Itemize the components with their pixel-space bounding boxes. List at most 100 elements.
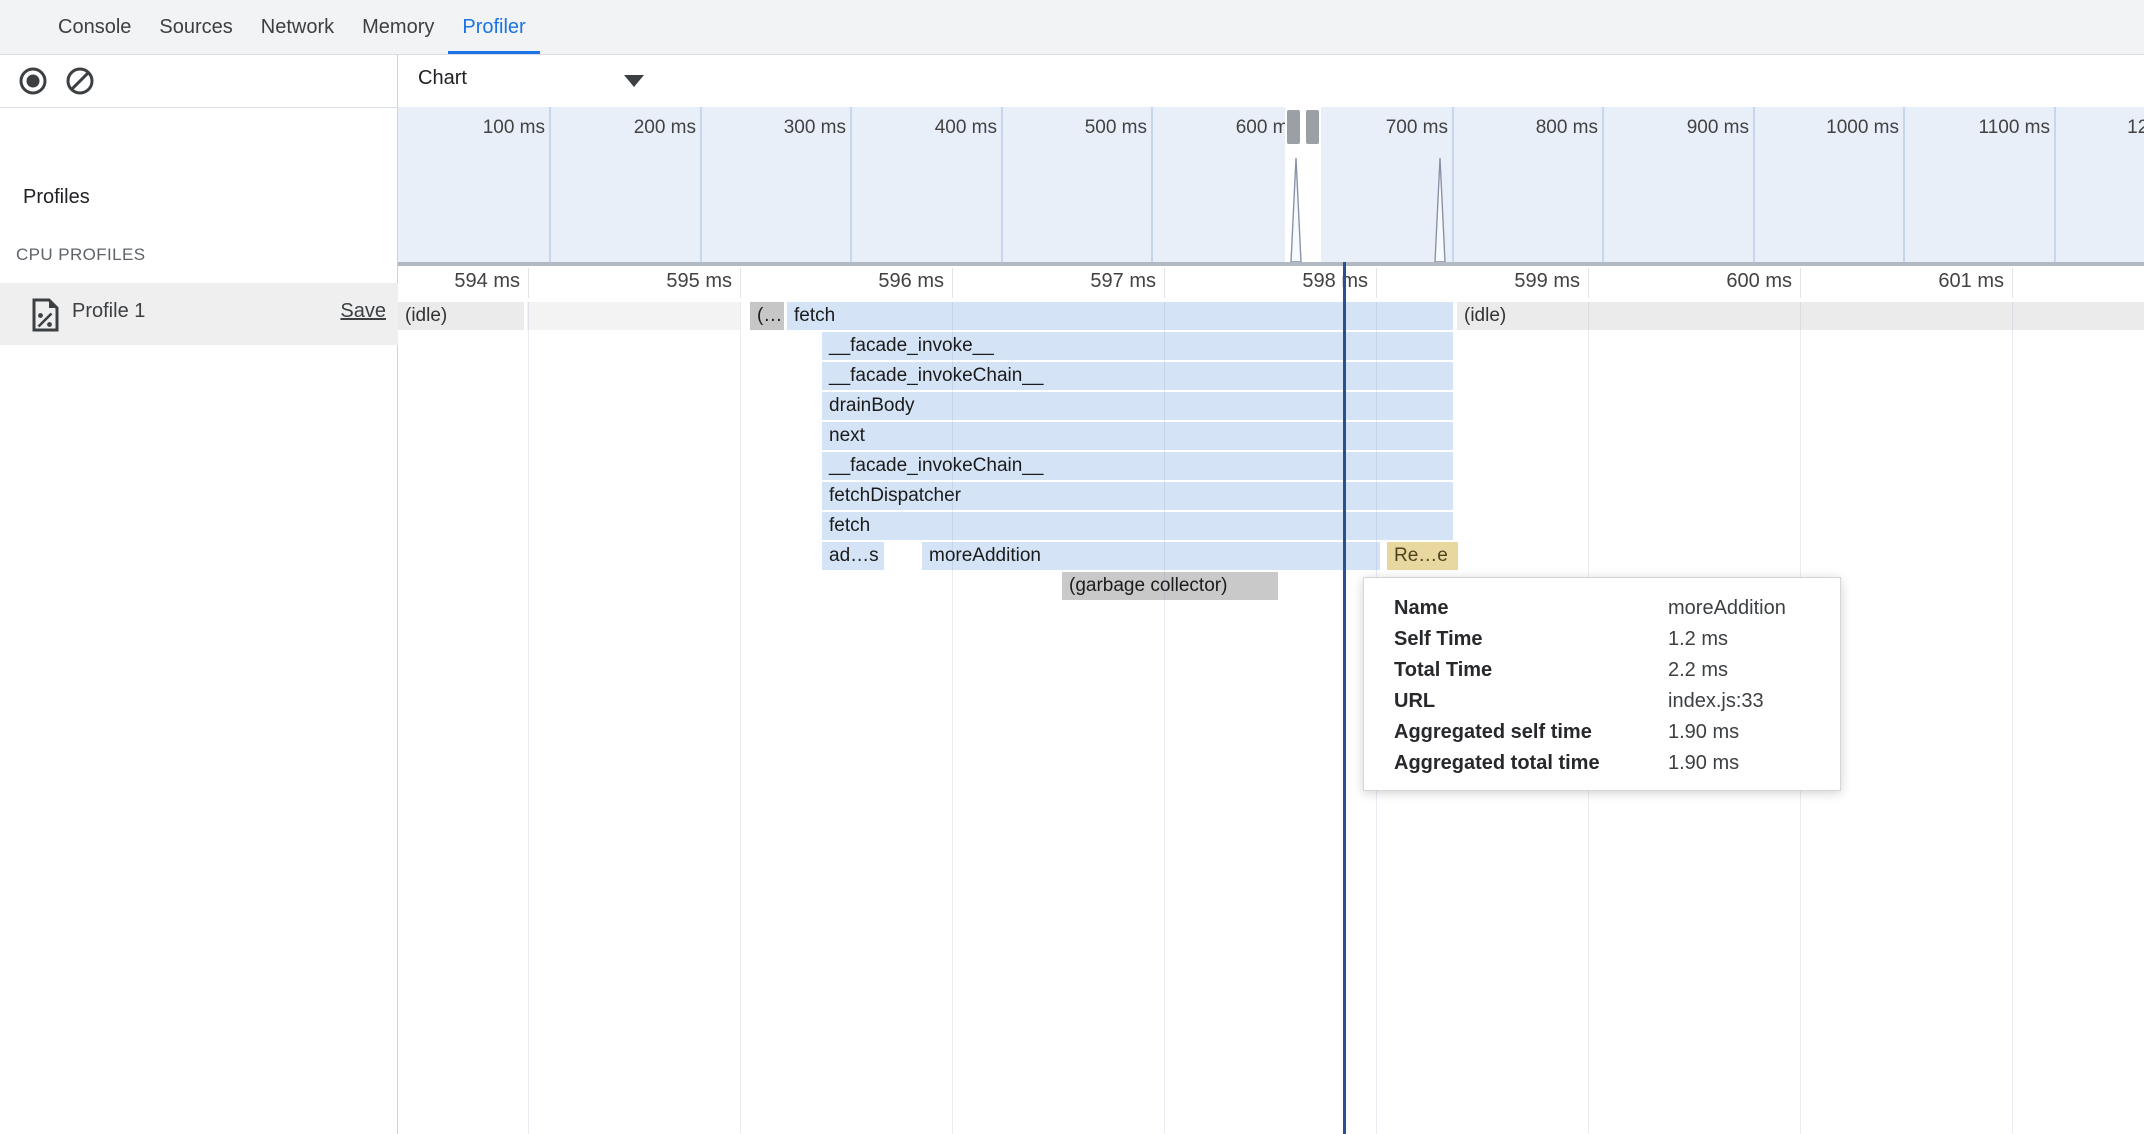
flame-row: fetch: [398, 512, 2144, 540]
overview-gridline: [1903, 107, 1905, 262]
tab-profiler[interactable]: Profiler: [448, 0, 541, 54]
overview-gridline: [1602, 107, 1604, 262]
tooltip-label: Self Time: [1394, 628, 1483, 650]
tooltip-row: Name moreAddition: [1364, 593, 1840, 624]
ruler-tick: [1164, 268, 1165, 298]
view-mode-value: Chart: [418, 67, 467, 89]
ruler-tick: [740, 268, 741, 298]
tooltip-label: URL: [1394, 690, 1436, 712]
flame-bar[interactable]: fetch: [822, 512, 1453, 540]
overview-tick-label: 1200 ms: [2127, 117, 2144, 138]
overview-tick-label: 100 ms: [482, 117, 545, 138]
ruler-tick-label: 601 ms: [1938, 270, 2004, 292]
flame-bar[interactable]: drainBody: [822, 392, 1453, 420]
flame-chart: (idle) (… fetch (idle) __facade_invoke__ __fa…: [398, 302, 2144, 1134]
record-button[interactable]: [16, 64, 50, 98]
tooltip-value: 1.90 ms: [1668, 721, 1740, 743]
flame-bar[interactable]: [527, 302, 740, 330]
flame-bar[interactable]: Re…e: [1387, 542, 1458, 570]
profile-name: Profile 1: [72, 300, 146, 322]
tab-sources[interactable]: Sources: [159, 16, 233, 38]
ruler-tick-label: 594 ms: [454, 270, 520, 292]
frame-tooltip: Name moreAddition Self Time 1.2 ms Total Tim…: [1363, 577, 1841, 791]
flame-bar[interactable]: (idle): [1457, 302, 2144, 330]
overview-gridline: [1452, 107, 1454, 262]
ruler-tick: [528, 268, 529, 298]
overview-left-handle[interactable]: [1287, 110, 1300, 144]
profile-document-icon: [30, 298, 60, 332]
tooltip-label: Name: [1394, 597, 1449, 619]
tooltip-label: Total Time: [1394, 659, 1493, 681]
ruler-tick-label: 598 ms: [1302, 270, 1368, 292]
tooltip-value: index.js:33: [1668, 690, 1764, 712]
clear-button[interactable]: [63, 64, 97, 98]
cpu-profiles-section-heading: CPU PROFILES: [16, 245, 146, 264]
flame-bar[interactable]: (idle): [398, 302, 524, 330]
detail-time-ruler: 594 ms 595 ms 596 ms 597 ms 598 ms 599 ms 600 …: [398, 266, 2144, 298]
flame-row: next: [398, 422, 2144, 450]
flame-bar[interactable]: fetchDispatcher: [822, 482, 1453, 510]
overview-gridline: [1753, 107, 1755, 262]
flame-bar[interactable]: next: [822, 422, 1453, 450]
profiler-main-pane: Chart 100 ms 200 ms 300 ms 400 ms 500 ms 600 …: [398, 55, 2144, 1134]
overview-gridline: [850, 107, 852, 262]
ruler-tick-label: 597 ms: [1090, 270, 1156, 292]
tooltip-row: Aggregated self time 1.90 ms: [1364, 717, 1840, 748]
ruler-tick-label: 599 ms: [1514, 270, 1580, 292]
devtools-tab-bar: Console Sources Network Memory Profiler: [0, 0, 2144, 55]
overview-tick-label: 900 ms: [1686, 117, 1749, 138]
overview-activity-spike: [1289, 156, 1303, 262]
tooltip-row: Total Time 2.2 ms: [1364, 655, 1840, 686]
flame-row: ad…s moreAddition Re…e: [398, 542, 2144, 570]
ruler-tick: [952, 268, 953, 298]
flame-bar[interactable]: (…: [750, 302, 784, 330]
tooltip-label: Aggregated total time: [1394, 752, 1600, 774]
flame-bar[interactable]: __facade_invokeChain__: [822, 362, 1453, 390]
tooltip-value: moreAddition: [1668, 597, 1786, 619]
flame-row: drainBody: [398, 392, 2144, 420]
flame-row: (garbage collector): [398, 572, 2144, 600]
ruler-tick: [1376, 268, 1377, 298]
flame-row: __facade_invokeChain__: [398, 362, 2144, 390]
flame-row: fetchDispatcher: [398, 482, 2144, 510]
save-profile-link[interactable]: Save: [340, 300, 386, 322]
chevron-down-icon: [624, 75, 644, 87]
flame-bar[interactable]: fetch: [787, 302, 1453, 330]
flame-row: __facade_invoke__: [398, 332, 2144, 360]
timeline-overview[interactable]: 100 ms 200 ms 300 ms 400 ms 500 ms 600 ms 700 …: [398, 107, 2144, 266]
overview-tick-label: 600 ms: [1235, 117, 1298, 138]
tab-network[interactable]: Network: [260, 16, 335, 38]
overview-tick-label: 500 ms: [1084, 117, 1147, 138]
overview-tick-label: 700 ms: [1385, 117, 1448, 138]
ruler-tick-label: 600 ms: [1726, 270, 1792, 292]
flame-bar[interactable]: ad…s: [822, 542, 884, 570]
ruler-tick: [1800, 268, 1801, 298]
tooltip-value: 1.90 ms: [1668, 752, 1740, 774]
view-mode-select[interactable]: Chart: [410, 63, 650, 99]
tooltip-row: Aggregated total time 1.90 ms: [1364, 748, 1840, 779]
overview-activity-spike: [1433, 156, 1447, 262]
tab-console[interactable]: Console: [58, 16, 132, 38]
flame-bar[interactable]: (garbage collector): [1062, 572, 1278, 600]
ruler-tick-label: 595 ms: [666, 270, 732, 292]
profiles-sidebar: Profiles CPU PROFILES Profile 1 Save: [0, 55, 398, 1134]
profiles-toolbar: [0, 55, 397, 107]
ruler-tick: [1588, 268, 1589, 298]
tooltip-row: Self Time 1.2 ms: [1364, 624, 1840, 655]
clear-icon: [66, 67, 94, 95]
flame-row: (idle) (… fetch (idle): [398, 302, 2144, 330]
overview-tick-label: 800 ms: [1535, 117, 1598, 138]
flame-row: __facade_invokeChain__: [398, 452, 2144, 480]
profile-list-item[interactable]: Profile 1 Save: [0, 283, 398, 345]
tooltip-value: 1.2 ms: [1668, 628, 1729, 650]
flame-bar[interactable]: moreAddition: [922, 542, 1380, 570]
overview-right-handle[interactable]: [1306, 110, 1319, 144]
overview-gridline: [1151, 107, 1153, 262]
tooltip-row: URL index.js:33: [1364, 686, 1840, 717]
overview-tick-label: 1000 ms: [1826, 117, 1899, 138]
current-time-marker: [1343, 262, 1346, 1134]
flame-bar[interactable]: __facade_invoke__: [822, 332, 1453, 360]
flame-bar[interactable]: __facade_invokeChain__: [822, 452, 1453, 480]
tab-memory[interactable]: Memory: [362, 16, 435, 38]
overview-tick-label: 200 ms: [633, 117, 696, 138]
